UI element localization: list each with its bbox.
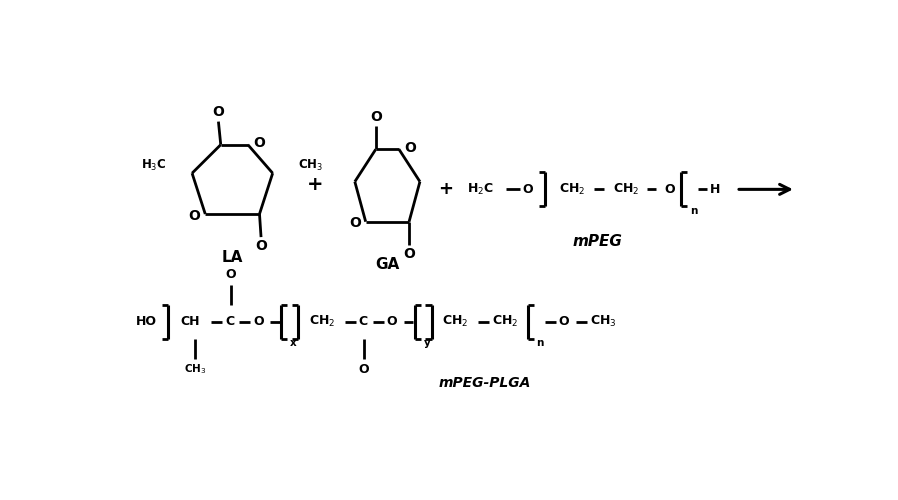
Text: O: O bbox=[370, 110, 382, 124]
Text: CH$_3$: CH$_3$ bbox=[184, 362, 207, 376]
Text: CH$_2$: CH$_2$ bbox=[613, 182, 639, 197]
Text: O: O bbox=[664, 183, 674, 196]
Text: CH$_3$: CH$_3$ bbox=[590, 314, 616, 330]
Text: O: O bbox=[253, 136, 265, 150]
Text: O: O bbox=[253, 316, 264, 328]
Text: +: + bbox=[307, 175, 323, 194]
Text: O: O bbox=[225, 268, 236, 280]
Text: O: O bbox=[403, 247, 415, 261]
Text: HO: HO bbox=[136, 316, 156, 328]
Text: O: O bbox=[359, 363, 369, 376]
Text: H$_2$C: H$_2$C bbox=[467, 182, 494, 197]
Text: +: + bbox=[438, 180, 453, 198]
Text: n: n bbox=[536, 338, 543, 348]
Text: CH$_2$: CH$_2$ bbox=[309, 314, 336, 330]
Text: O: O bbox=[189, 208, 200, 222]
Text: O: O bbox=[404, 141, 416, 155]
Text: H$_3$C: H$_3$C bbox=[141, 158, 166, 173]
Text: mPEG-PLGA: mPEG-PLGA bbox=[439, 376, 532, 390]
Text: n: n bbox=[690, 206, 697, 216]
Text: y: y bbox=[424, 338, 430, 348]
Text: C: C bbox=[358, 316, 368, 328]
Text: CH: CH bbox=[180, 316, 200, 328]
Text: O: O bbox=[255, 240, 267, 254]
Text: H: H bbox=[710, 183, 720, 196]
Text: O: O bbox=[559, 316, 569, 328]
Text: O: O bbox=[213, 106, 224, 120]
Text: C: C bbox=[225, 316, 234, 328]
Text: x: x bbox=[290, 338, 297, 348]
Text: O: O bbox=[387, 316, 397, 328]
Text: CH$_2$: CH$_2$ bbox=[443, 314, 469, 330]
Text: GA: GA bbox=[375, 258, 400, 272]
Text: CH$_2$: CH$_2$ bbox=[559, 182, 585, 197]
Text: LA: LA bbox=[222, 250, 243, 266]
Text: O: O bbox=[349, 216, 361, 230]
Text: CH$_2$: CH$_2$ bbox=[492, 314, 518, 330]
Text: CH$_3$: CH$_3$ bbox=[298, 158, 323, 173]
Text: mPEG: mPEG bbox=[572, 234, 622, 249]
Text: O: O bbox=[523, 183, 533, 196]
